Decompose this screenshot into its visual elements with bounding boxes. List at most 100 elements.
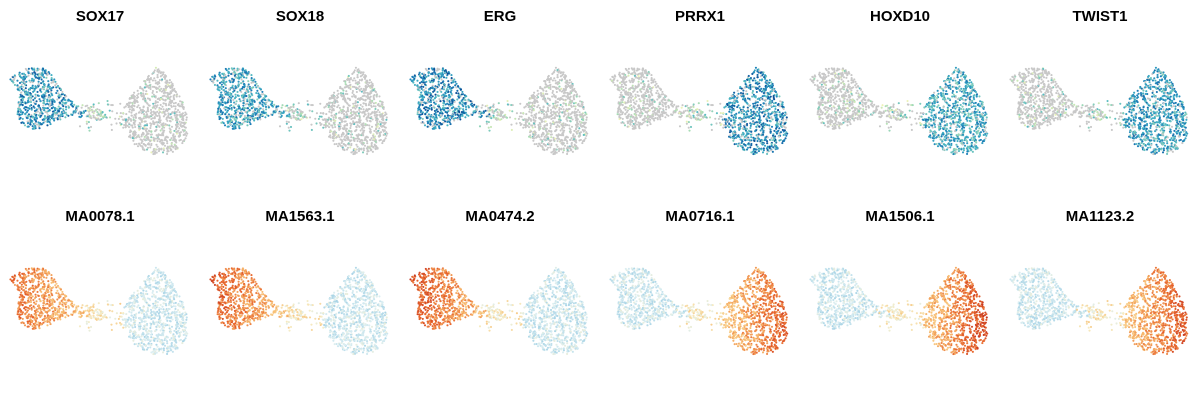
cell-point	[423, 76, 426, 79]
cell-point	[508, 109, 511, 112]
cell-point	[150, 122, 153, 126]
cell-point	[238, 98, 241, 101]
cell-point	[549, 126, 552, 130]
cell-point	[30, 72, 33, 76]
cell-point	[99, 110, 103, 113]
cell-point	[25, 106, 28, 109]
cell-point	[170, 84, 173, 87]
cell-point	[377, 122, 380, 125]
cell-point	[305, 116, 308, 119]
cell-point	[99, 114, 102, 117]
cell-point	[361, 127, 364, 130]
cell-point	[657, 85, 660, 88]
cell-point	[227, 114, 230, 117]
cell-point	[153, 85, 156, 88]
cell-point	[169, 131, 172, 134]
cell-point	[324, 124, 327, 127]
cell-point	[550, 114, 553, 117]
cell-point	[75, 105, 78, 108]
cell-point	[42, 86, 46, 89]
cell-point	[78, 115, 81, 118]
cell-point	[37, 80, 40, 83]
cell-point	[446, 114, 449, 117]
cell-point	[544, 99, 547, 102]
cell-point	[355, 90, 358, 94]
cell-point	[365, 147, 368, 150]
cell-point	[547, 142, 550, 145]
cell-point	[243, 109, 246, 112]
cell-point	[436, 67, 439, 70]
cell-point	[253, 119, 256, 122]
cell-point	[37, 114, 41, 117]
cell-point	[446, 102, 449, 105]
cell-point	[762, 147, 765, 150]
cell-point	[579, 123, 582, 126]
cell-point	[337, 104, 340, 107]
cell-point	[227, 67, 230, 70]
cell-point	[150, 151, 153, 154]
cell-point	[220, 76, 223, 79]
cell-point	[173, 143, 176, 146]
cell-point	[47, 80, 50, 83]
cell-point	[179, 123, 182, 126]
cell-point	[31, 86, 34, 89]
cell-point	[420, 83, 423, 86]
cell-point	[166, 85, 169, 89]
cell-point	[242, 76, 246, 79]
cell-point	[222, 89, 226, 92]
cell-point	[175, 145, 178, 148]
cell-point	[159, 129, 162, 132]
cell-point	[166, 97, 169, 100]
cell-point	[161, 151, 165, 154]
cell-point	[571, 99, 574, 102]
cell-point	[568, 98, 571, 101]
cell-point	[536, 145, 540, 148]
cell-point	[429, 99, 432, 102]
cell-point	[556, 83, 559, 86]
cell-point	[24, 76, 27, 79]
cell-point	[355, 87, 358, 90]
cell-point	[67, 114, 70, 117]
cell-point	[566, 97, 569, 100]
cell-point	[126, 124, 129, 127]
cell-point	[555, 90, 558, 94]
cell-point	[558, 125, 561, 128]
cell-point	[259, 113, 262, 116]
cell-point	[147, 74, 150, 78]
cell-point	[530, 114, 533, 117]
cell-point	[363, 77, 367, 80]
cell-point	[345, 130, 348, 133]
cell-point	[18, 113, 21, 117]
cell-point	[237, 94, 240, 98]
cell-point	[160, 107, 163, 111]
cell-point	[101, 111, 104, 114]
cell-point	[50, 87, 53, 90]
cell-point	[547, 129, 550, 132]
cell-point	[555, 151, 558, 154]
cell-point	[458, 116, 461, 119]
cell-point	[529, 118, 532, 121]
cell-point	[137, 126, 140, 130]
cell-point	[540, 93, 543, 96]
cell-point	[492, 116, 495, 119]
cell-point	[164, 74, 167, 77]
cell-point	[537, 111, 540, 114]
cell-point	[373, 98, 376, 101]
cell-point	[338, 143, 341, 146]
cell-point	[157, 137, 160, 140]
cell-point	[166, 145, 169, 148]
cell-point	[138, 143, 141, 146]
cell-point	[44, 91, 47, 94]
cell-point	[531, 94, 534, 97]
cell-point	[540, 135, 543, 138]
cell-point	[577, 122, 580, 125]
cell-point	[146, 92, 149, 96]
cell-point	[351, 150, 355, 153]
cell-point	[67, 106, 70, 109]
cell-point	[131, 109, 134, 112]
cell-point	[212, 81, 215, 84]
cell-point	[150, 144, 153, 147]
cell-point	[501, 115, 504, 118]
cell-point	[575, 124, 578, 127]
cell-point	[418, 71, 421, 74]
